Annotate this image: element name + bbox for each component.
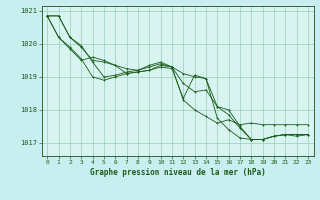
X-axis label: Graphe pression niveau de la mer (hPa): Graphe pression niveau de la mer (hPa): [90, 168, 266, 177]
